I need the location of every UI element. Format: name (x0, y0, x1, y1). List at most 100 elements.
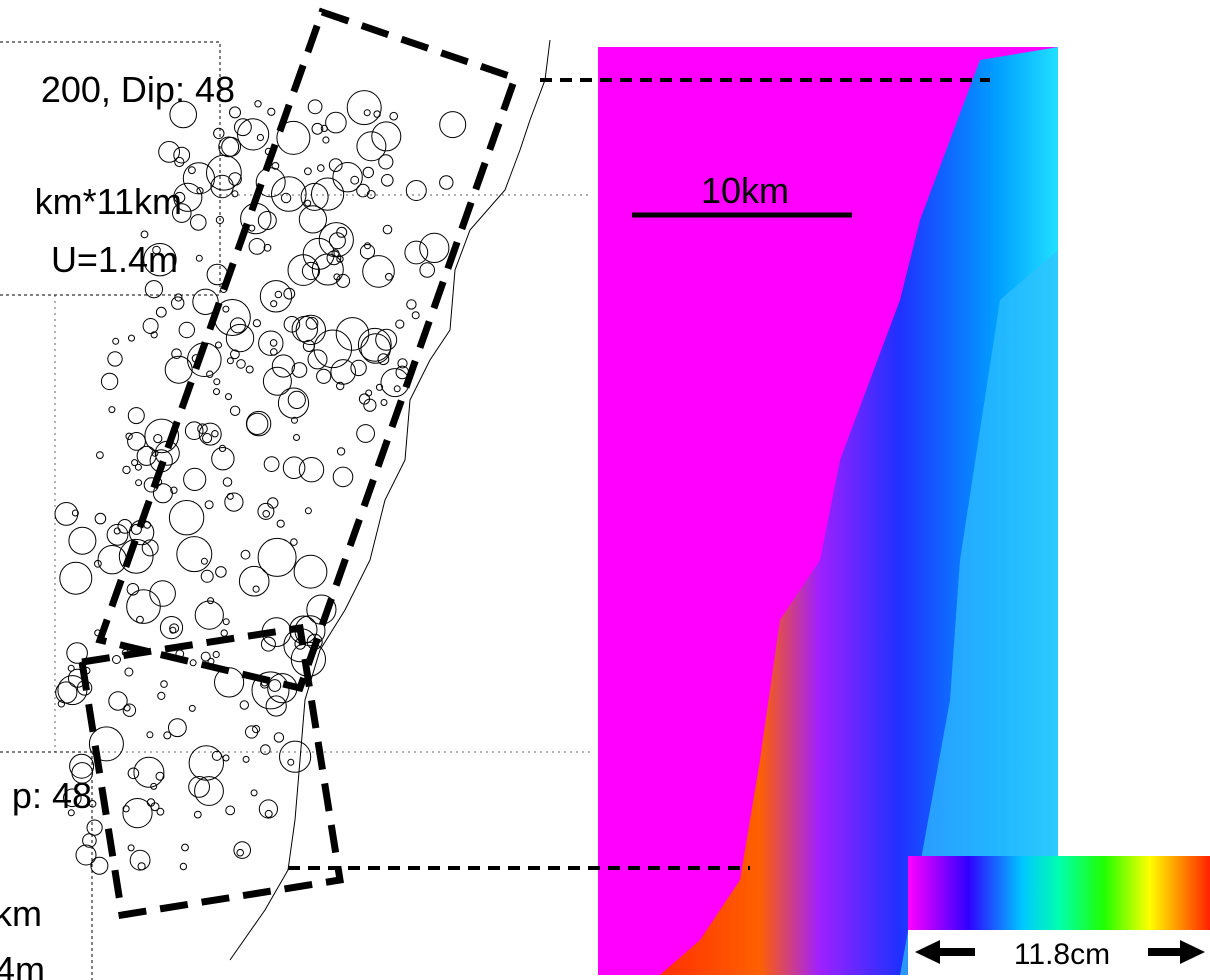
earthquake (305, 508, 311, 514)
earthquake (196, 255, 202, 261)
earthquake (261, 745, 271, 755)
earthquake (201, 652, 210, 661)
earthquake (257, 134, 263, 140)
earthquake (212, 431, 218, 437)
earthquake (145, 281, 162, 298)
earthquake (230, 406, 239, 415)
earthquake (269, 680, 281, 692)
figure: 200, Dip: 48 km*11km U=1.4m p: 48 km 4m … (0, 0, 1210, 980)
earthquake (246, 726, 258, 738)
fault-label: U=1.4m (51, 239, 178, 280)
earthquake (56, 682, 77, 703)
earthquake (221, 630, 227, 636)
earthquake (189, 167, 196, 174)
earthquake (161, 681, 168, 688)
earthquake (265, 810, 272, 817)
earthquake (227, 358, 233, 364)
earthquake (108, 352, 122, 366)
earthquake (109, 407, 115, 413)
earthquake (232, 191, 238, 197)
earthquake (76, 845, 96, 865)
earthquake (337, 227, 347, 237)
earthquake (259, 800, 277, 818)
earthquake (440, 112, 466, 138)
earthquake (420, 263, 435, 278)
earthquake (302, 262, 319, 279)
earthquake (169, 719, 187, 737)
fault-label: km (0, 893, 42, 934)
earthquake (246, 366, 253, 373)
earthquake (337, 448, 344, 455)
earthquake (268, 108, 275, 115)
earthquake (128, 768, 139, 779)
earthquake (277, 520, 284, 527)
earthquake (253, 586, 259, 592)
earthquake (284, 288, 295, 299)
earthquake (195, 601, 223, 629)
earthquake (326, 112, 347, 133)
earthquake (227, 493, 233, 499)
earthquake (420, 233, 449, 262)
earthquake (214, 128, 224, 138)
earthquake (68, 665, 74, 671)
earthquake (137, 616, 144, 623)
earthquake (143, 319, 158, 334)
fault-label: 200, Dip: 48 (41, 69, 235, 110)
earthquake (214, 389, 220, 395)
earthquake (240, 701, 248, 709)
earthquake (159, 142, 180, 163)
earthquake (169, 501, 203, 535)
earthquake (258, 538, 296, 576)
earthquake (323, 137, 329, 143)
fault-label: 4m (0, 949, 45, 980)
earthquake (243, 756, 249, 762)
earthquake (128, 408, 144, 424)
earthquake (147, 732, 153, 738)
earthquake (258, 212, 276, 230)
earthquake (251, 790, 257, 796)
earthquake (357, 425, 375, 443)
earthquake (263, 511, 270, 518)
earthquake (182, 844, 189, 851)
earthquake (223, 755, 229, 761)
earthquake (138, 863, 145, 870)
earthquake (230, 318, 245, 333)
earthquake (123, 799, 152, 828)
earthquake (189, 705, 195, 711)
earthquake (215, 668, 244, 697)
earthquake (272, 355, 294, 377)
earthquake (363, 167, 373, 177)
earthquake (172, 297, 184, 309)
earthquake (91, 857, 108, 874)
earthquake (156, 307, 166, 317)
earthquake (246, 411, 270, 435)
earthquake (394, 386, 400, 392)
earthquake (308, 100, 322, 114)
earthquake (132, 460, 138, 466)
earthquake (396, 320, 404, 328)
earthquake (98, 546, 126, 574)
earthquake (364, 399, 376, 411)
earthquake (247, 413, 268, 434)
earthquake (294, 435, 300, 441)
earthquake (318, 165, 325, 172)
earthquake (55, 503, 78, 526)
earthquake (95, 513, 106, 524)
earthquake (405, 241, 428, 264)
earthquake (212, 751, 221, 760)
earthquake (333, 467, 353, 487)
earthquake (213, 651, 219, 657)
earthquake (175, 157, 184, 166)
earthquake (205, 501, 213, 509)
fault-label: km*11km (35, 181, 182, 222)
earthquake (271, 301, 277, 307)
earthquake (69, 527, 96, 554)
earthquake (238, 119, 269, 150)
earthquake (156, 772, 164, 780)
earthquake (386, 273, 393, 280)
earthquake (280, 741, 311, 772)
earthquake (223, 478, 232, 487)
earthquake (174, 147, 190, 163)
earthquake (180, 863, 186, 869)
earthquake (142, 540, 158, 556)
